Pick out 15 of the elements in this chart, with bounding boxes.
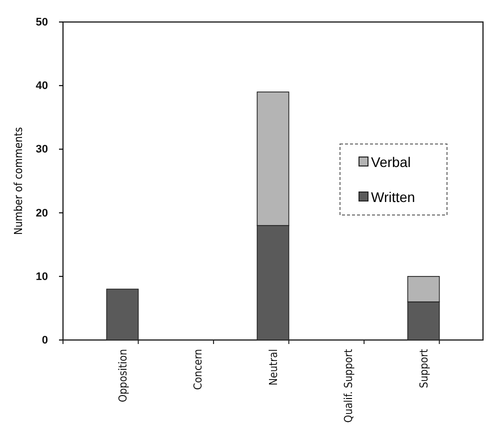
y-tick-label: 40 [36, 80, 48, 92]
legend-label: Verbal [371, 154, 411, 170]
x-tick-label: Qualif. Support [342, 348, 356, 423]
y-tick-label: 50 [36, 16, 48, 29]
y-tick-label: 30 [36, 144, 48, 156]
x-tick-label: Support [417, 348, 430, 388]
x-tick-label: Concern [192, 349, 205, 390]
y-axis-title: Number of comments [12, 127, 25, 235]
x-tick-label: Neutral [266, 349, 280, 386]
y-tick-label: 10 [36, 270, 48, 283]
y-tick-label: 20 [36, 207, 48, 220]
bar [106, 288, 139, 340]
y-tick-label: 0 [42, 334, 48, 347]
x-tick-label: Opposition [116, 349, 130, 402]
legend-label: Written [371, 188, 416, 205]
